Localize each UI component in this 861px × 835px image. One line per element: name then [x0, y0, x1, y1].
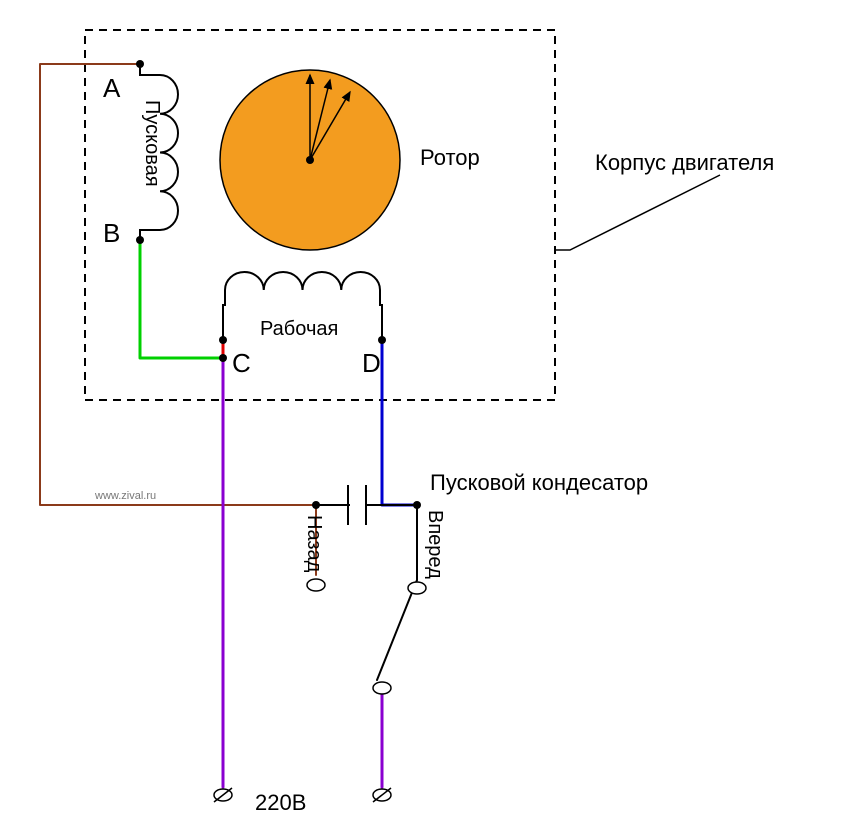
label-C: C: [232, 348, 251, 379]
label-housing: Корпус двигателя: [595, 150, 774, 176]
label-run-winding: Рабочая: [260, 318, 338, 341]
diagram-canvas: Ротор Корпус двигателя A B C D Пусковая …: [0, 0, 861, 835]
label-start-winding: Пусковая: [140, 100, 163, 187]
label-voltage: 220В: [255, 790, 306, 816]
label-D: D: [362, 348, 381, 379]
label-A: A: [103, 73, 120, 104]
label-watermark: www.zival.ru: [95, 490, 156, 502]
label-rotor: Ротор: [420, 145, 480, 171]
diagram-svg: [0, 0, 861, 835]
label-back: Назад: [302, 515, 325, 572]
label-B: B: [103, 218, 120, 249]
label-forward: Вперед: [423, 510, 446, 579]
label-capacitor: Пусковой кондесатор: [430, 470, 648, 496]
